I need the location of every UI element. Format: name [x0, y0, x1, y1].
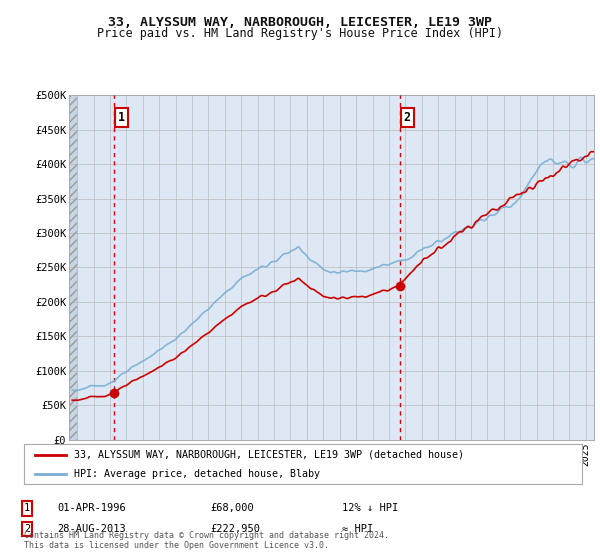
Text: 33, ALYSSUM WAY, NARBOROUGH, LEICESTER, LE19 3WP: 33, ALYSSUM WAY, NARBOROUGH, LEICESTER, … — [108, 16, 492, 29]
Text: £222,950: £222,950 — [210, 524, 260, 534]
Text: Price paid vs. HM Land Registry's House Price Index (HPI): Price paid vs. HM Land Registry's House … — [97, 27, 503, 40]
Text: 33, ALYSSUM WAY, NARBOROUGH, LEICESTER, LE19 3WP (detached house): 33, ALYSSUM WAY, NARBOROUGH, LEICESTER, … — [74, 450, 464, 460]
Text: 01-APR-1996: 01-APR-1996 — [57, 503, 126, 514]
Bar — [69, 95, 77, 440]
Text: ≈ HPI: ≈ HPI — [342, 524, 373, 534]
Text: 12% ↓ HPI: 12% ↓ HPI — [342, 503, 398, 514]
Text: £68,000: £68,000 — [210, 503, 254, 514]
Text: HPI: Average price, detached house, Blaby: HPI: Average price, detached house, Blab… — [74, 469, 320, 478]
Text: Contains HM Land Registry data © Crown copyright and database right 2024.
This d: Contains HM Land Registry data © Crown c… — [24, 530, 389, 550]
Text: 2: 2 — [24, 524, 30, 534]
Text: 1: 1 — [24, 503, 30, 514]
Text: 1: 1 — [118, 111, 125, 124]
Bar — [69, 95, 77, 440]
Text: 28-AUG-2013: 28-AUG-2013 — [57, 524, 126, 534]
Text: 2: 2 — [404, 111, 411, 124]
